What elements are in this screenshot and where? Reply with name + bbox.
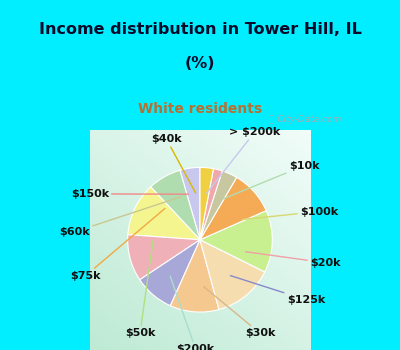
Text: White residents: White residents [138, 102, 262, 116]
Wedge shape [200, 167, 214, 240]
Text: $40k: $40k [151, 134, 196, 193]
Text: $100k: $100k [242, 206, 338, 219]
Text: $10k: $10k [223, 161, 319, 199]
Wedge shape [200, 169, 222, 240]
Text: $50k: $50k [125, 241, 155, 338]
Wedge shape [140, 240, 200, 306]
Wedge shape [128, 234, 200, 280]
Wedge shape [200, 171, 237, 240]
Text: Income distribution in Tower Hill, IL: Income distribution in Tower Hill, IL [38, 22, 362, 37]
Text: ⓘ City-Data.com: ⓘ City-Data.com [269, 114, 341, 124]
Text: $200k: $200k [170, 276, 215, 350]
Wedge shape [200, 240, 265, 309]
Text: $75k: $75k [70, 209, 165, 281]
Wedge shape [200, 211, 272, 272]
Text: $20k: $20k [246, 252, 340, 268]
Text: $125k: $125k [230, 275, 325, 305]
Wedge shape [170, 240, 219, 312]
Text: $150k: $150k [71, 189, 188, 199]
Wedge shape [200, 177, 266, 240]
Wedge shape [151, 170, 200, 240]
Text: $60k: $60k [60, 197, 181, 237]
Text: > $200k: > $200k [206, 127, 280, 193]
Text: (%): (%) [185, 56, 215, 71]
Text: $30k: $30k [204, 287, 275, 338]
Wedge shape [128, 187, 200, 240]
Wedge shape [180, 167, 200, 240]
